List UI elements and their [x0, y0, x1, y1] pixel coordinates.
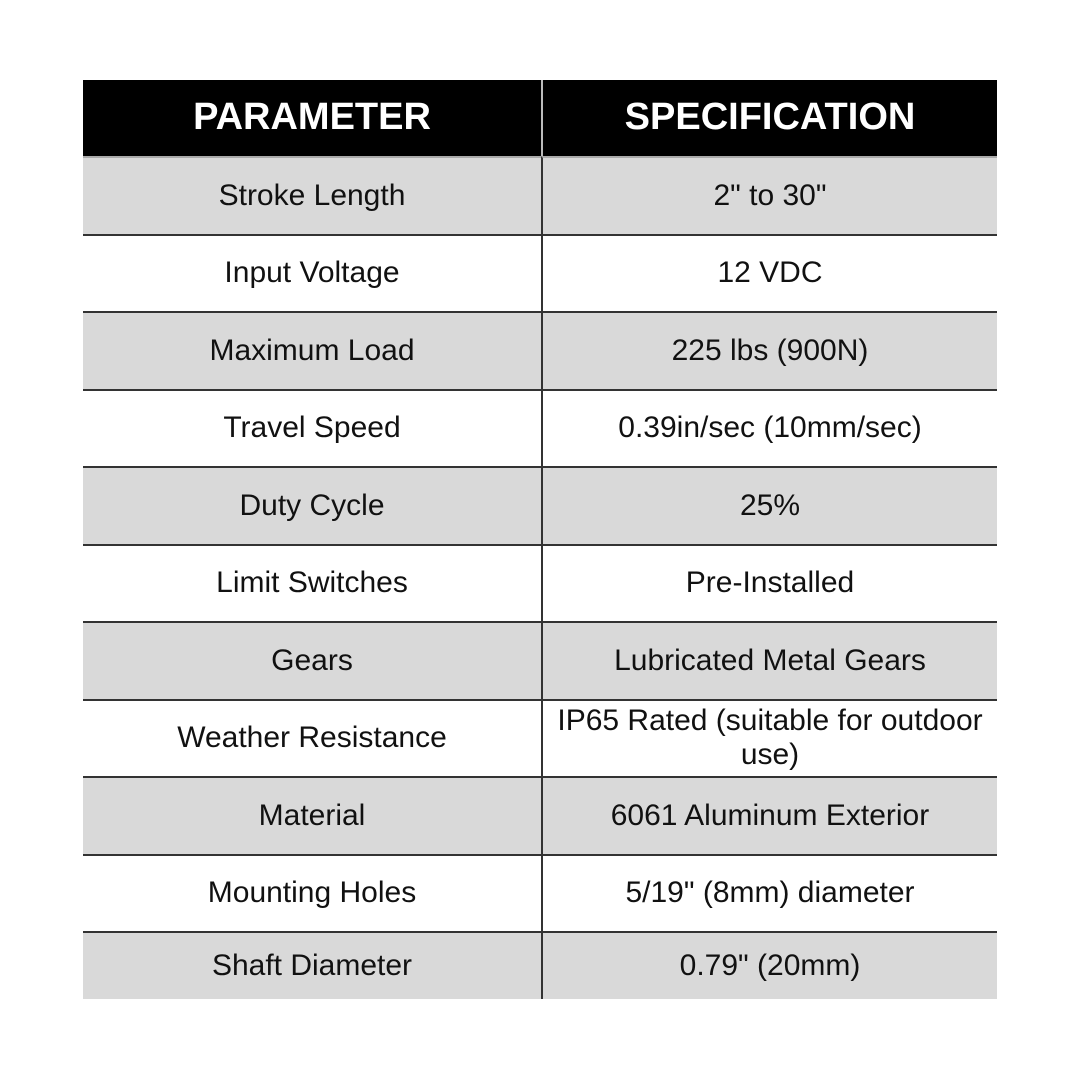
specification-cell: 225 lbs (900N) — [541, 311, 997, 389]
parameter-cell: Shaft Diameter — [83, 931, 541, 999]
parameter-cell: Maximum Load — [83, 311, 541, 389]
parameter-cell: Stroke Length — [83, 156, 541, 234]
spec-table: PARAMETER SPECIFICATION Stroke Length 2" … — [83, 80, 997, 999]
parameter-cell: Gears — [83, 621, 541, 699]
parameter-cell: Mounting Holes — [83, 853, 541, 932]
specification-cell: 25% — [541, 466, 997, 544]
specification-cell: Pre-Installed — [541, 543, 997, 621]
parameter-cell: Limit Switches — [83, 543, 541, 622]
specification-cell: IP65 Rated (suitable for outdoor use) — [541, 698, 997, 776]
parameter-cell: Duty Cycle — [83, 466, 541, 544]
specification-cell: 12 VDC — [541, 233, 997, 311]
header-parameter: PARAMETER — [83, 80, 541, 156]
specification-cell: 0.39in/sec (10mm/sec) — [541, 388, 997, 466]
parameter-cell: Weather Resistance — [83, 698, 541, 777]
specification-cell: 0.79" (20mm) — [541, 931, 997, 999]
parameter-cell: Travel Speed — [83, 388, 541, 467]
parameter-cell: Material — [83, 776, 541, 854]
specification-cell: 6061 Aluminum Exterior — [541, 776, 997, 854]
header-specification: SPECIFICATION — [541, 80, 997, 156]
specification-cell: 2" to 30" — [541, 156, 997, 234]
parameter-cell: Input Voltage — [83, 233, 541, 312]
specification-cell: 5/19" (8mm) diameter — [541, 853, 997, 931]
specification-cell: Lubricated Metal Gears — [541, 621, 997, 699]
